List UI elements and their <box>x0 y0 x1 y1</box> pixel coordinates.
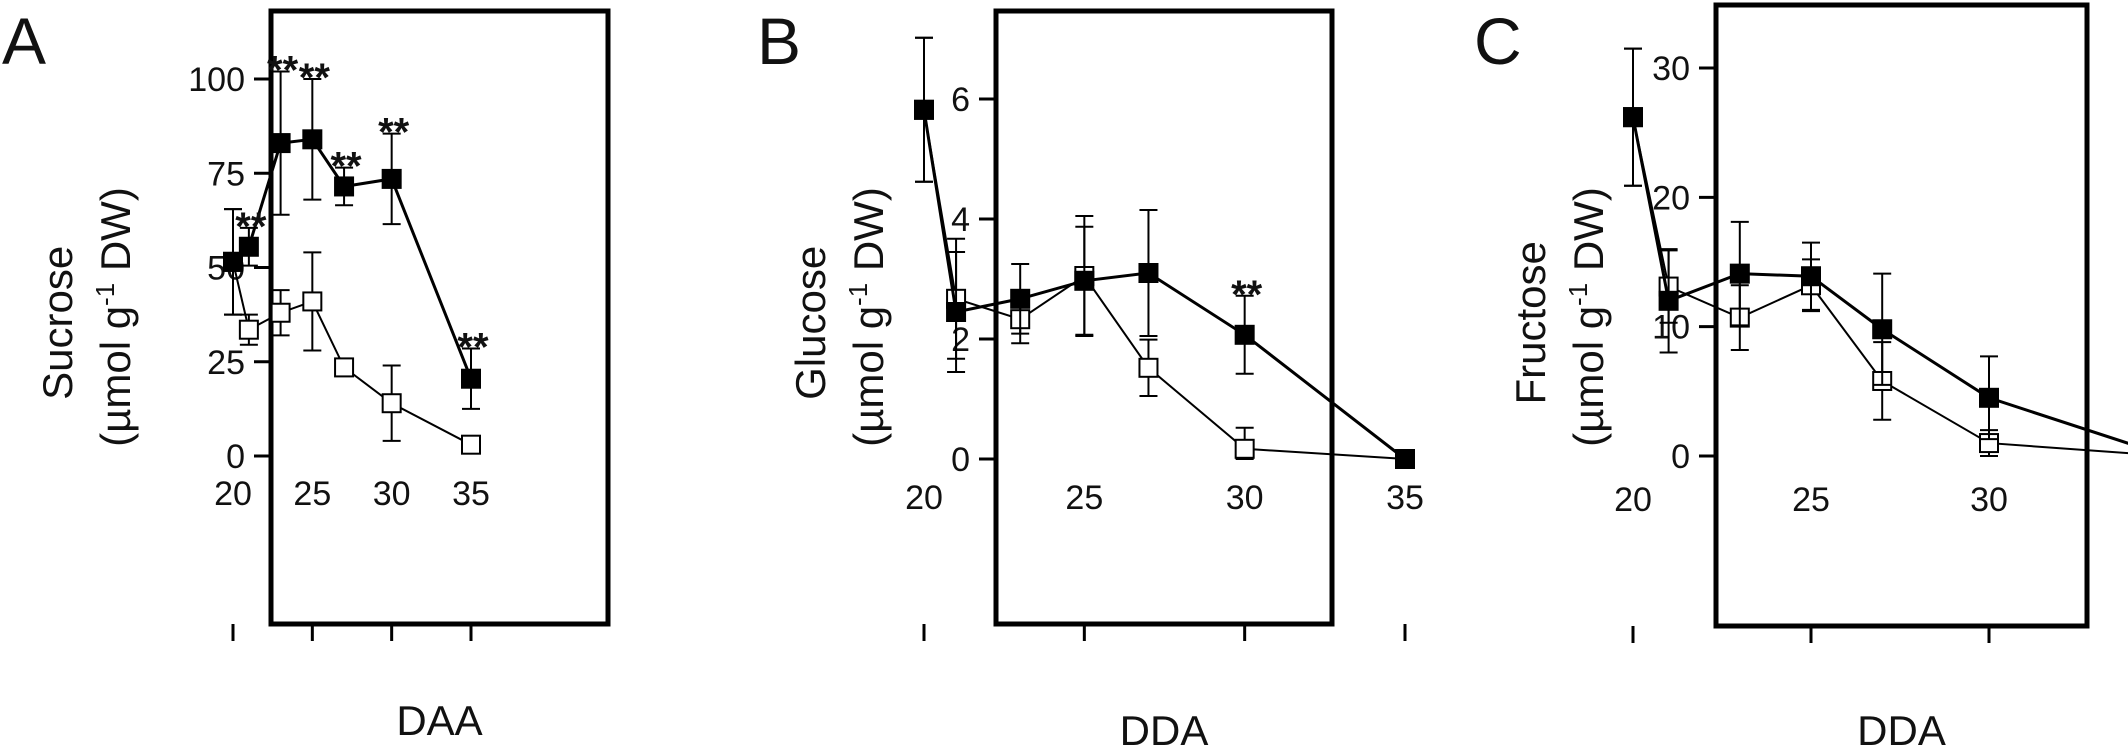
data-point-open <box>238 319 259 340</box>
x-axis-label: DDA <box>1120 707 1209 753</box>
significance-mark: ** <box>330 145 362 189</box>
data-point-filled <box>223 251 243 272</box>
series-open <box>914 36 1415 469</box>
data-point-filled <box>1395 449 1415 469</box>
y-axis-label: Sucrose (µmol g-1 DW) <box>34 187 139 447</box>
y-tick-label: 100 <box>188 61 245 99</box>
y-axis-label-tail: DW) <box>845 187 892 283</box>
plot-frame <box>1713 2 2090 629</box>
x-tick-label: 25 <box>1065 479 1103 517</box>
y-axis-label-tail: DW) <box>1565 187 1612 283</box>
x-tick-label: 20 <box>905 479 943 517</box>
panel-c: C 202530350102030 DDA Fructose (µmol g-1… <box>1474 2 2128 753</box>
y-axis-label: Glucose (µmol g-1 DW) <box>787 187 892 447</box>
y-axis-label-tail: DW) <box>92 187 139 283</box>
x-tick-label: 35 <box>452 475 490 513</box>
data-point-open <box>461 434 481 455</box>
x-tick-label: 25 <box>293 475 331 513</box>
x-tick-label: 30 <box>373 475 411 513</box>
x-tick-label: 25 <box>1792 481 1830 519</box>
y-axis-label-line1: Glucose <box>787 246 834 400</box>
data-point-open <box>381 393 402 414</box>
panel-letter: A <box>2 4 46 78</box>
y-tick-label: 75 <box>207 155 245 193</box>
y-tick-label: 20 <box>1652 179 1690 217</box>
x-tick-label: 20 <box>214 475 252 513</box>
y-axis-label-line1: Sucrose <box>34 246 81 400</box>
panel-b: B 20 25 30 35 0 2 4 6 ** DDA Glucose (µmol g-1 … <box>757 4 1424 753</box>
y-axis-label-sup: -1 <box>1563 283 1593 306</box>
y-tick-label: 2 <box>951 321 970 359</box>
y-axis-label: Fructose (µmol g-1 DW) <box>1507 187 1612 447</box>
series-filled: ** <box>914 36 1415 469</box>
y-axis-label-sup: -1 <box>843 283 873 306</box>
significance-mark: ** <box>235 205 267 249</box>
x-axis-label: DAA <box>396 697 482 744</box>
data-point-filled <box>914 99 934 120</box>
data-point-open <box>270 302 291 323</box>
panel-a: A 202530350255075100 ************ DAA Su… <box>2 4 611 744</box>
plot-frame <box>268 8 611 627</box>
series-open <box>1623 47 2128 457</box>
significance-mark: ** <box>378 111 410 155</box>
significance-mark: ** <box>457 326 489 370</box>
data-point-open <box>334 357 355 378</box>
data-point-filled <box>1234 324 1255 345</box>
y-axis-label-line1: Fructose <box>1507 241 1554 404</box>
data-point-filled <box>1658 290 1679 311</box>
significance-mark: ** <box>1231 273 1263 317</box>
y-tick-label: 25 <box>207 344 245 382</box>
x-axis-label: DDA <box>1857 707 1946 753</box>
data-point-filled <box>461 368 481 389</box>
panel-letter: C <box>1474 4 1522 78</box>
data-point-open <box>1138 357 1159 378</box>
data-point-filled <box>1801 266 1821 287</box>
x-tick-label: 30 <box>1226 479 1264 517</box>
data-point-filled <box>1979 387 1999 408</box>
data-point-filled <box>302 129 323 150</box>
y-axis-label-line2: (µmol g <box>92 306 139 447</box>
y-axis-label-line2: (µmol g <box>1565 306 1612 447</box>
data-point-open <box>302 291 323 312</box>
data-point-filled <box>1872 319 1893 340</box>
data-point-filled <box>1010 288 1031 309</box>
significance-mark: ** <box>267 48 299 92</box>
data-point-open <box>1234 438 1255 459</box>
y-axis-label-sup: -1 <box>90 283 120 306</box>
data-point-filled <box>334 176 355 197</box>
plot-frame <box>993 8 1335 627</box>
y-tick-label: 0 <box>226 438 245 476</box>
y-axis-label-line2: (µmol g <box>845 306 892 447</box>
y-tick-label: 6 <box>951 81 970 119</box>
data-point-filled <box>946 302 967 322</box>
x-tick-label: 20 <box>1614 481 1652 519</box>
data-point-filled <box>238 236 259 257</box>
data-point-filled <box>1729 263 1750 284</box>
series-filled: **** ******** <box>223 48 489 410</box>
series-filled <box>1623 47 2128 445</box>
y-tick-label: 4 <box>951 201 970 239</box>
data-point-filled <box>1138 263 1159 283</box>
x-tick-label: 35 <box>1386 479 1424 517</box>
data-point-filled <box>1623 107 1643 128</box>
data-point-filled <box>381 168 402 189</box>
data-point-filled <box>1074 270 1095 291</box>
data-point-filled <box>270 133 291 154</box>
y-tick-label: 0 <box>951 441 970 479</box>
significance-mark: ** <box>299 56 331 100</box>
y-tick-label: 30 <box>1652 50 1690 88</box>
y-tick-label: 10 <box>1652 309 1690 347</box>
series-line <box>1631 116 2128 445</box>
y-tick-label: 0 <box>1671 438 1690 476</box>
panel-letter: B <box>757 4 801 78</box>
x-tick-label: 30 <box>1970 481 2008 519</box>
